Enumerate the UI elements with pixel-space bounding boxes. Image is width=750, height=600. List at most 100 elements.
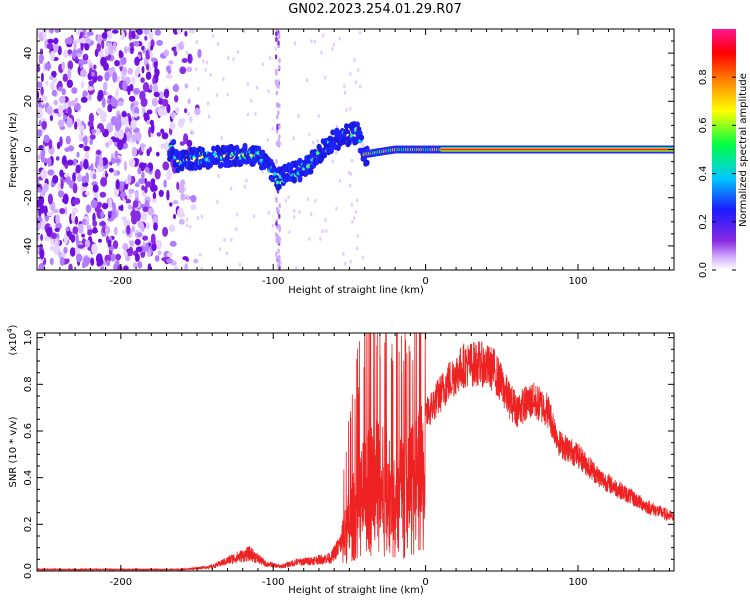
noise-blob xyxy=(202,59,205,64)
noise-blob xyxy=(92,220,98,227)
noise-blob xyxy=(196,216,200,220)
noise-blob xyxy=(40,72,44,83)
noise-blob xyxy=(145,242,149,253)
signal-blob xyxy=(364,159,370,166)
noise-blob xyxy=(133,41,140,47)
noise-blob xyxy=(47,193,54,205)
snr-panel: -200 -100 0 100 0.0 0.2 0.4 0.6 0.8 1.0 Height of… xyxy=(6,324,675,596)
noise-blob xyxy=(125,178,129,185)
noise-blob xyxy=(67,159,74,166)
noise-blob xyxy=(169,240,177,247)
noise-blob xyxy=(112,29,119,34)
noise-blob xyxy=(76,52,82,58)
noise-blob xyxy=(293,41,296,46)
noise-blob xyxy=(332,42,336,47)
noise-blob xyxy=(157,107,164,117)
noise-blob xyxy=(117,114,122,123)
noise-blob xyxy=(142,241,146,247)
noise-blob xyxy=(155,151,160,157)
noise-streak xyxy=(275,90,278,96)
noise-blob xyxy=(140,142,145,153)
noise-blob xyxy=(349,172,352,176)
noise-blob xyxy=(321,229,324,234)
noise-blob xyxy=(116,264,123,270)
noise-blob xyxy=(85,38,92,44)
noise-blob xyxy=(168,224,176,232)
noise-blob xyxy=(121,229,126,234)
noise-blob xyxy=(58,95,66,104)
noise-blob xyxy=(52,208,59,214)
noise-blob xyxy=(79,31,84,38)
noise-blob xyxy=(297,114,300,118)
noise-blob xyxy=(243,184,246,189)
noise-blob xyxy=(184,193,187,198)
noise-blob xyxy=(58,86,63,92)
noise-blob xyxy=(184,263,189,270)
noise-blob xyxy=(60,179,64,190)
noise-blob xyxy=(292,136,295,141)
noise-blob xyxy=(356,234,359,239)
noise-blob xyxy=(200,214,203,219)
noise-blob xyxy=(112,240,119,250)
noise-streak xyxy=(276,255,279,261)
noise-blob xyxy=(193,258,199,264)
noise-blob xyxy=(255,85,259,90)
colorbar-tick-label: 0.2 xyxy=(698,214,709,230)
noise-blob xyxy=(166,169,172,181)
noise-blob xyxy=(293,208,296,213)
colorbar-tick-label: 0.8 xyxy=(698,69,709,85)
noise-blob xyxy=(335,206,338,211)
noise-blob xyxy=(212,33,215,38)
noise-blob xyxy=(130,45,134,55)
noise-blob xyxy=(338,36,341,41)
noise-blob xyxy=(63,49,69,59)
noise-blob xyxy=(80,96,88,103)
noise-blob xyxy=(49,75,54,80)
noise-blob xyxy=(66,79,74,88)
signal-blob xyxy=(317,146,323,153)
noise-blob xyxy=(97,75,103,82)
noise-blob xyxy=(184,83,189,89)
y-tick-label: 20 xyxy=(23,95,34,108)
noise-blob xyxy=(274,46,277,51)
noise-blob xyxy=(134,189,139,199)
noise-blob xyxy=(63,102,69,109)
noise-blob xyxy=(138,178,145,185)
noise-blob xyxy=(96,107,103,115)
noise-blob xyxy=(80,64,83,69)
noise-blob xyxy=(172,200,179,205)
noise-blob xyxy=(112,71,118,83)
noise-blob xyxy=(235,227,238,232)
noise-blob xyxy=(209,72,212,77)
signal-blob xyxy=(344,123,349,130)
noise-streak xyxy=(277,142,281,148)
noise-blob xyxy=(45,80,49,86)
noise-streak xyxy=(275,251,278,257)
noise-blob xyxy=(131,30,136,39)
noise-blob xyxy=(61,61,66,71)
noise-blob xyxy=(37,81,43,88)
noise-blob xyxy=(185,50,189,55)
noise-blob xyxy=(154,29,161,36)
noise-blob xyxy=(180,193,186,201)
noise-blob xyxy=(87,86,94,91)
noise-blob xyxy=(194,107,201,116)
noise-blob xyxy=(288,229,291,234)
noise-blob xyxy=(97,89,104,100)
noise-blob xyxy=(184,30,188,37)
y-tick-label: 0.6 xyxy=(23,423,34,439)
signal-blob xyxy=(276,183,282,190)
noise-blob xyxy=(85,191,91,196)
noise-blob xyxy=(250,98,253,103)
signal-blob xyxy=(297,175,303,181)
noise-blob xyxy=(100,56,107,67)
noise-blob xyxy=(72,207,79,214)
noise-blob xyxy=(96,261,102,267)
noise-blob xyxy=(335,150,338,155)
noise-blob xyxy=(72,172,76,183)
noise-blob xyxy=(279,260,283,265)
noise-blob xyxy=(134,210,141,222)
noise-blob xyxy=(142,82,150,93)
